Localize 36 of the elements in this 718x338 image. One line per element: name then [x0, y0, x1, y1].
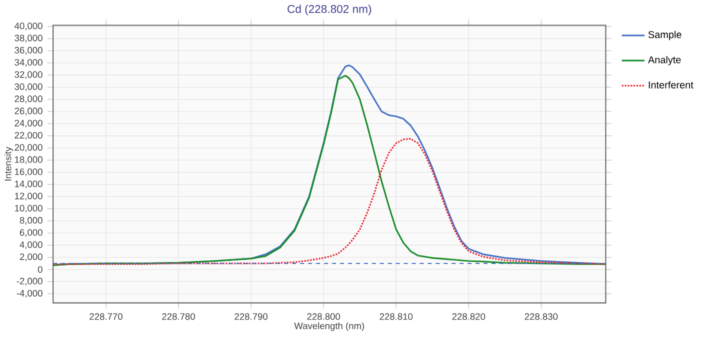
y-tick-label: -4,000: [16, 290, 42, 298]
y-tick-label: 20,000: [14, 144, 42, 152]
x-tick-label: 228.780: [162, 313, 195, 320]
y-tick-label: 0: [38, 266, 42, 273]
y-tick-label: 4,000: [20, 241, 42, 250]
x-tick-label: 228.800: [307, 313, 340, 320]
y-tick-label: 8,000: [20, 217, 42, 225]
x-tick-label: 228.820: [452, 313, 486, 320]
y-tick-label: 12,000: [15, 192, 42, 201]
y-tick-label: 32,000: [14, 71, 42, 80]
x-tick-label: 228.810: [380, 313, 413, 320]
y-tick-label: 2,000: [20, 254, 42, 262]
y-tick-label: 40,000: [14, 22, 42, 30]
y-tick-label: 10,000: [15, 205, 42, 213]
x-tick-label: 228.830: [524, 313, 558, 320]
y-axis-title: Intensity: [4, 146, 14, 181]
y-tick-label: 14,000: [15, 180, 42, 188]
y-tick-label: 18,000: [15, 156, 42, 164]
y-tick-label: 22,000: [14, 132, 42, 140]
y-tick-label: 28,000: [14, 96, 42, 104]
x-tick-label: 228.790: [234, 313, 268, 320]
y-tick-label: 38,000: [14, 34, 42, 43]
legend-label: Interferent: [648, 81, 694, 89]
y-tick-label: 16,000: [15, 168, 42, 176]
y-tick-label: 6,000: [20, 229, 42, 237]
legend-label: Sample: [648, 30, 682, 40]
y-tick-label: 26,000: [14, 108, 42, 116]
y-tick-label: 34,000: [14, 59, 42, 67]
x-tick-label: 228.770: [90, 313, 122, 320]
y-tick-label: 30,000: [14, 83, 42, 92]
y-tick-label: 24,000: [14, 120, 42, 128]
y-tick-label: 36,000: [14, 47, 42, 55]
x-axis-title: Wavelength (nm): [294, 322, 364, 332]
y-tick-label: -2,000: [16, 278, 42, 286]
chart-title: Cd (228.802 nm): [288, 4, 372, 16]
legend-label: Analyte: [648, 56, 681, 66]
